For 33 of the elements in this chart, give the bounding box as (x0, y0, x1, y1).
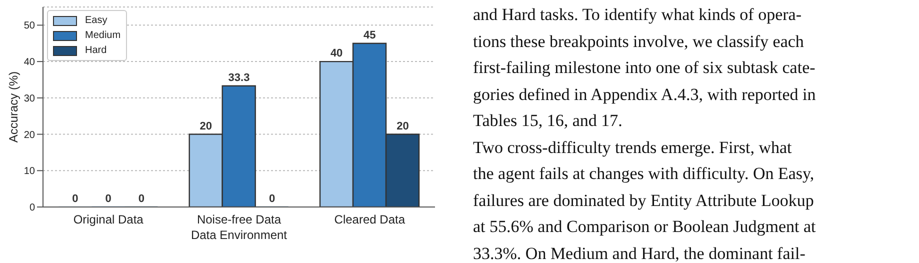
data-label: 40 (330, 48, 343, 60)
x-tick-label: Noise-free Data (196, 212, 282, 227)
data-label: 33.3 (228, 72, 250, 84)
y-tick-label: 10 (24, 166, 36, 178)
legend-label: Medium (85, 30, 121, 41)
y-tick-label: 0 (29, 202, 36, 214)
text: gories defined in Appendix A.4.3, with reported in (473, 84, 817, 106)
x-tick-label: Cleared Data (334, 212, 406, 227)
data-label: 20 (396, 120, 409, 132)
y-tick-label: 20 (24, 130, 36, 141)
x-tick-label: Original Data (73, 212, 144, 227)
y-tick-label: 50 (24, 20, 36, 32)
legend-label: Easy (85, 15, 108, 26)
x-axis-title: Data Environment (190, 228, 288, 242)
y-tick-label: 30 (24, 93, 36, 104)
legend-label: Hard (85, 45, 107, 56)
text: and Hard tasks. To identify what kinds of opera- (473, 4, 803, 26)
data-label: 0 (105, 193, 112, 205)
text: Two cross-difficulty trends emerge. First, what (473, 136, 793, 159)
text: tions these breakpoints involve, we classify each (473, 30, 805, 53)
text: Tables 15, 16, and 17. (473, 110, 624, 132)
data-label: 45 (364, 29, 376, 42)
text: failures are dominated by Entity Attribute Lookup (473, 190, 815, 212)
text: the agent fails at changes with difficulty. On Easy, (473, 163, 816, 185)
text: 33.3%. On Medium and Hard, the dominant fail- (473, 242, 806, 263)
y-axis-title: Accuracy (%) (6, 71, 20, 143)
text: first-failing milestone into one of six subtask cate- (473, 57, 816, 79)
data-label: 0 (269, 193, 276, 205)
y-tick-label: 40 (24, 57, 36, 68)
data-label: 20 (200, 120, 212, 132)
data-label: 0 (138, 193, 144, 205)
data-label: 0 (72, 193, 78, 205)
text: at 55.6% and Comparison or Boolean Judgment at (473, 216, 817, 238)
